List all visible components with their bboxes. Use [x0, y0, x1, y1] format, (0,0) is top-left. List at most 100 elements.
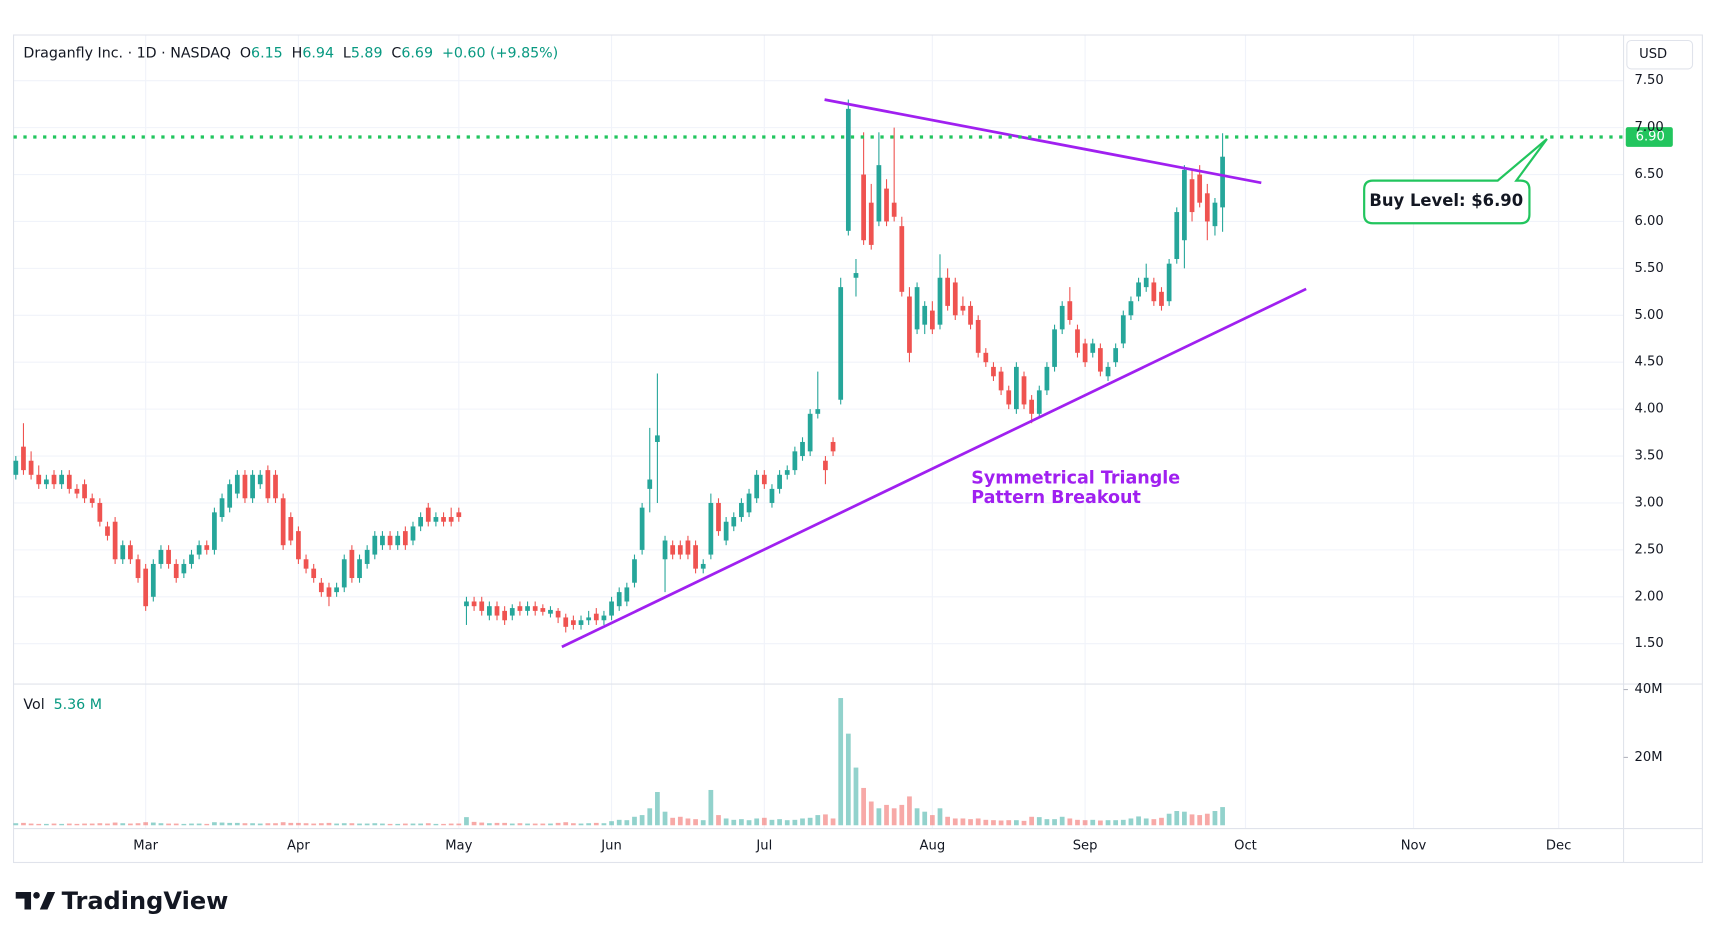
volume-bar	[838, 698, 844, 826]
y-tick-label: 4.50	[1635, 355, 1664, 370]
volume-legend: Vol 5.36 M	[23, 697, 102, 713]
volume-bar	[189, 823, 194, 826]
candle-body	[853, 273, 859, 278]
candle-body	[891, 202, 897, 217]
volume-bar	[1029, 816, 1035, 826]
volume-bar	[349, 823, 355, 826]
volume-bar	[1182, 811, 1187, 826]
volume-bar	[815, 815, 821, 826]
candle-body	[746, 493, 752, 513]
candle-body	[632, 559, 637, 583]
volume-bar	[632, 816, 637, 826]
y-tick-label: 4.00	[1635, 402, 1664, 417]
candle-body	[571, 620, 576, 625]
x-tick-label: Mar	[133, 839, 158, 854]
volume-bar	[716, 815, 721, 826]
volume-value: 5.36 M	[54, 697, 102, 713]
volume-bar	[326, 822, 332, 826]
volume-bar	[754, 818, 760, 826]
candle-body	[899, 226, 905, 292]
currency-button[interactable]	[1626, 39, 1694, 70]
candle-body	[1128, 301, 1134, 316]
x-tick-label: Aug	[920, 839, 946, 854]
volume-bar	[1166, 813, 1172, 826]
volume-bar	[364, 823, 370, 826]
volume-bar	[1136, 816, 1141, 826]
ohlc-value: 6.94	[302, 46, 334, 62]
brand-logo: TradingView	[15, 887, 228, 915]
candle-body	[593, 613, 599, 621]
volume-bar	[166, 823, 171, 826]
candle-body	[265, 470, 271, 499]
volume-bar	[830, 818, 836, 826]
volume-bar	[609, 821, 614, 826]
candle-body	[97, 502, 103, 522]
volume-bar	[66, 823, 72, 826]
volume-bar	[655, 792, 660, 826]
candle-body	[677, 545, 683, 555]
candle-body	[907, 296, 912, 353]
volume-bar	[1059, 816, 1065, 826]
candle-body	[433, 517, 439, 522]
candle-body	[693, 545, 698, 569]
candle-body	[196, 545, 202, 555]
volume-bar	[28, 823, 34, 826]
y-tick-label: 5.50	[1635, 261, 1664, 276]
candle-body	[937, 277, 943, 325]
volume-bar	[479, 822, 485, 826]
volume-bar	[242, 823, 248, 826]
change: +0.60 (+9.85%)	[442, 46, 558, 62]
candle-body	[769, 488, 775, 503]
volume-bar	[1220, 807, 1225, 826]
volume-bar	[1120, 819, 1126, 826]
volume-bar	[448, 823, 454, 826]
y-tick-label: 5.00	[1635, 308, 1664, 323]
candle-body	[952, 282, 958, 316]
volume-bar	[800, 818, 805, 826]
candle-body	[486, 606, 492, 616]
candle-body	[1212, 202, 1218, 227]
candle-body	[1067, 301, 1073, 320]
candle-body	[59, 474, 65, 485]
volume-bar	[517, 823, 523, 826]
logo-mark	[39, 892, 56, 910]
candle-body	[13, 460, 19, 475]
volume-bar	[578, 823, 584, 826]
candle-body	[716, 502, 721, 532]
pattern-annotation: Pattern Breakout	[971, 488, 1141, 508]
candle-body	[708, 502, 714, 555]
volume-bar	[395, 823, 401, 826]
volume-bars	[13, 698, 1225, 826]
volume-bar	[509, 823, 515, 826]
candle-body	[639, 507, 645, 550]
volume-bar	[884, 804, 889, 826]
candle-body	[181, 563, 187, 574]
volume-bar	[1075, 819, 1080, 826]
x-tick-label: Dec	[1546, 839, 1571, 854]
volume-bar	[196, 823, 202, 826]
candle-body	[112, 521, 118, 560]
volume-bar	[105, 823, 110, 826]
volume-bar	[36, 823, 42, 826]
candle-body	[36, 474, 42, 485]
volume-bar	[945, 816, 950, 826]
candle-body	[968, 305, 973, 325]
volume-bar	[486, 823, 492, 826]
candle-body	[586, 617, 592, 621]
candle-body	[303, 559, 309, 569]
candle-body	[777, 474, 782, 489]
volume-bar	[143, 822, 149, 826]
candle-body	[1082, 343, 1088, 363]
volume-bar	[135, 823, 141, 826]
candle-body	[754, 474, 760, 499]
candle-body	[296, 531, 301, 560]
volume-bar	[250, 823, 255, 826]
candle-body	[318, 582, 324, 593]
volume-bar	[784, 820, 790, 826]
candle-body	[1159, 291, 1164, 306]
volume-bar	[891, 808, 897, 826]
currency[interactable]: USD	[1639, 47, 1667, 62]
candle-body	[242, 474, 248, 499]
volume-bar	[257, 823, 263, 826]
volume-bar	[1212, 811, 1218, 826]
